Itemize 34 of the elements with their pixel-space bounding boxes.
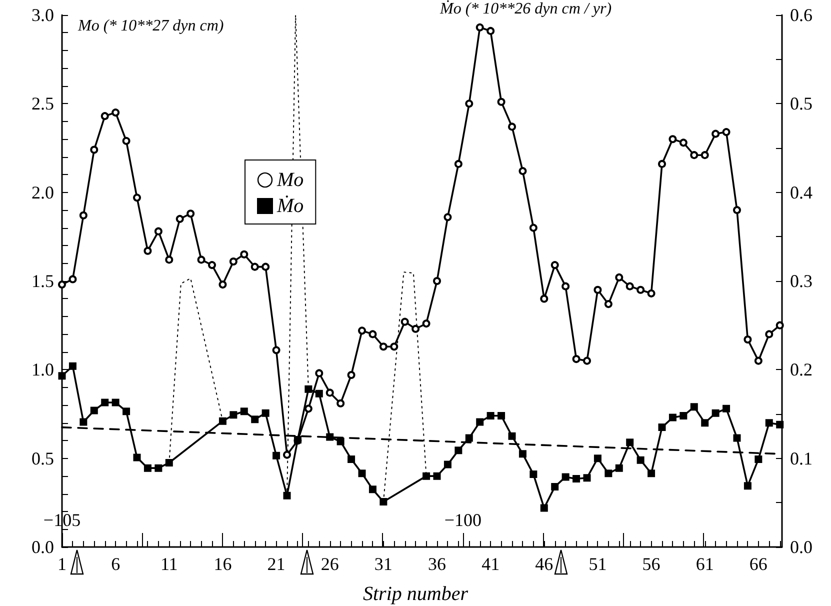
- y2-tick-label: 0.1: [790, 448, 812, 468]
- x-tick-label: 6: [111, 554, 120, 574]
- legend-label: Mo: [276, 169, 304, 191]
- y2-axis-title: Ṁo (* 10**26 dyn cm / yr): [439, 0, 612, 18]
- y2-tick-label: 0.6: [790, 5, 812, 25]
- x-tick-label: 66: [749, 554, 768, 574]
- x-tick-label: 61: [696, 554, 714, 574]
- y-axis-title: Mo (* 10**27 dyn cm): [77, 18, 224, 34]
- x-tick-label: 51: [588, 554, 607, 574]
- y-tick-label: 0.0: [32, 537, 54, 557]
- y2-tick-label: 0.3: [790, 271, 812, 291]
- legend-label: Ṁo: [276, 195, 304, 217]
- x-tick-label: 36: [428, 554, 446, 574]
- y2-tick-label: 0.2: [790, 360, 812, 380]
- x-tick-label: 16: [214, 554, 232, 574]
- x-tick-label: 21: [267, 554, 286, 574]
- x-tick-label: 26: [320, 554, 339, 574]
- x-tick-label: 56: [642, 554, 660, 574]
- y-tick-label: 1.5: [32, 271, 54, 291]
- y2-tick-label: 0.4: [790, 182, 812, 202]
- y-tick-label: 3.0: [32, 5, 54, 25]
- x-tick-label: 1: [58, 554, 66, 574]
- x2-tick-label: −100: [444, 510, 482, 530]
- y-tick-label: 2.0: [32, 182, 54, 202]
- x-tick-label: 31: [374, 554, 392, 574]
- x-tick-label: 46: [535, 554, 554, 574]
- y-tick-label: 1.0: [32, 360, 54, 380]
- y2-tick-label: 0.0: [790, 537, 812, 557]
- x-tick-label: 11: [160, 554, 178, 574]
- y-tick-label: 0.5: [32, 448, 54, 468]
- y2-tick-label: 0.5: [790, 94, 812, 114]
- y-tick-label: 2.5: [32, 94, 54, 114]
- x-tick-label: 41: [482, 554, 500, 574]
- x-axis-title: Strip number: [363, 583, 468, 605]
